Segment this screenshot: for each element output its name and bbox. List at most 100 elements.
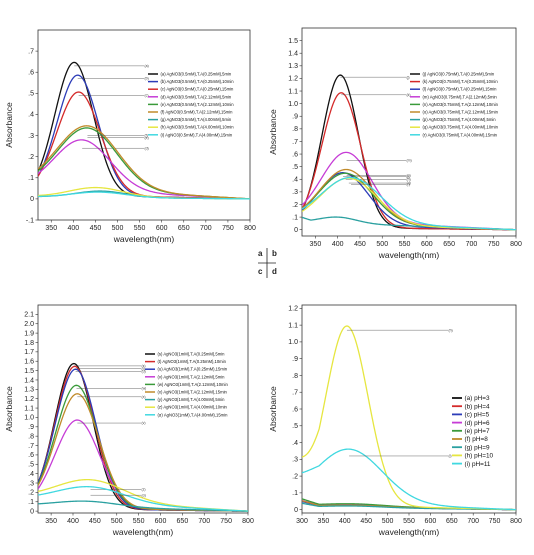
- x-tick-label: 550: [133, 518, 145, 525]
- y-tick-label: .2: [28, 490, 34, 497]
- y-tick-label: .3: [28, 480, 34, 487]
- y-tick-label: .6: [292, 151, 298, 158]
- plot-frame: [37, 29, 251, 221]
- legend-entry-label: (i) AgNO3(0.5mM),T.A(4.00mM),15min: [161, 132, 233, 137]
- figure-label-c: c: [258, 267, 263, 276]
- peak-callout-label: (x): [142, 395, 146, 399]
- legend-d: (a) pH=3(b) pH=4 (c) pH=5(d) pH=6(e) pH=7…: [452, 395, 494, 468]
- legend-entry-label: (p) AgNO3(0.75mM),T.A(4.00mM),5min: [423, 117, 497, 122]
- legend-entry-label: (d) pH=6: [465, 420, 490, 427]
- y-tick-label: .1: [292, 490, 298, 497]
- y-axis-label: Absorbance: [268, 386, 278, 432]
- legend-b: (j) AgNO3(0.75mM),T.A(0.25mM),5min (k) Ag…: [410, 72, 499, 137]
- legend-entry-label: (a) pH=3: [465, 395, 490, 402]
- legend-entry-label: (e) pH=7: [465, 428, 490, 435]
- y-tick-label: .4: [292, 440, 298, 447]
- y-tick-label: .3: [28, 133, 34, 140]
- legend-entry-label: (a) AgNO3(0.5mM),T.A(0.25mM),5min: [161, 72, 232, 77]
- legend-c: (s) AgNO3(1mM),T.A(0.25mM),5min (t) AgNO3…: [145, 352, 229, 417]
- legend-entry-label: (e) AgNO3(0.5mM),T.A(2.12mM),10min: [161, 102, 235, 107]
- y-tick-label: 1.8: [24, 340, 34, 347]
- figure-label-d: d: [272, 267, 277, 276]
- y-tick-label: .1: [28, 499, 34, 506]
- x-tick-label: 750: [220, 518, 232, 525]
- x-tick-label: 750: [489, 518, 501, 525]
- y-tick-label: 1.2: [24, 396, 34, 403]
- legend-entry-label: (g) pH=9: [465, 444, 490, 451]
- legend-entry-label: (k) AgNO3(0.75mM),T.A(0.25mM),10min: [423, 79, 499, 84]
- x-tick-label: 600: [421, 241, 433, 248]
- legend-entry-label: (h) AgNO3(0.5mM),T.A(4.00mM),10min: [161, 125, 235, 130]
- plot-frame: [301, 27, 517, 237]
- y-axis-label: Absorbance: [4, 386, 14, 432]
- legend-entry-label: (c) pH=5: [465, 412, 490, 419]
- y-tick-label: .1: [292, 214, 298, 221]
- chart-panel-b: 350 400 450 500 550 600 650 700 750 800 0 .1 .2 .3 .4.…: [268, 27, 522, 260]
- y-tick-label: .5: [292, 423, 298, 430]
- legend-entry-label: (t) AgNO3(1mM),T.A(0.25mM),10min: [158, 359, 227, 364]
- peak-callout-label: (r): [407, 182, 410, 186]
- peak-callout-label: (a): [145, 64, 149, 68]
- peak-callout-label: (k): [407, 93, 411, 97]
- y-tick-label: .5: [292, 164, 298, 171]
- x-tick-label: 800: [510, 241, 522, 248]
- peak-callout-label: (q): [407, 181, 411, 185]
- x-tick-label: 550: [399, 241, 411, 248]
- x-tick-label: 750: [488, 241, 500, 248]
- legend-entry-label: (r) AgNO3(0.75mM),T.A(4.00mM),15min: [423, 132, 498, 137]
- chart-panel-d: 300 350 400 450 500 550 600 650 700 750 800 0 .1 .2 .3…: [268, 304, 522, 537]
- legend-entry-label: (n) AgNO3(0.75mM),T.A(2.12mM),10min: [423, 102, 499, 107]
- x-tick-label: 400: [339, 518, 351, 525]
- x-tick-label: 500: [376, 241, 388, 248]
- x-tick-label: 750: [222, 225, 234, 232]
- y-tick-label: 1.5: [24, 368, 34, 375]
- y-tick-label: .3: [292, 189, 298, 196]
- y-tick-label: 1.1: [288, 88, 298, 95]
- x-tick-label: 450: [89, 518, 101, 525]
- legend-entry-label: (q) AgNO3(0.75mM),T.A(4.00mM),10min: [423, 125, 499, 130]
- legend-entry-label: (g) AgNO3(0.5mM),T.A(4.00mM),5min: [161, 117, 232, 122]
- y-tick-label: .6: [28, 70, 34, 77]
- y-tick-label: 1.3: [288, 63, 298, 70]
- x-tick-label: 500: [112, 225, 124, 232]
- peak-callout-label: (f): [145, 134, 148, 138]
- chart-panel-a: 350 400 450 500 550 600 650 700 750 800 -.1 0 .1 .2 .3…: [4, 29, 256, 244]
- x-tick-label: 650: [177, 518, 189, 525]
- figure-label-b: b: [272, 249, 277, 258]
- y-tick-label: .4: [292, 177, 298, 184]
- series-line-c-6: [38, 500, 248, 512]
- x-tick-label: 800: [510, 518, 522, 525]
- x-tick-label: 600: [425, 518, 437, 525]
- y-tick-label: 1.0: [24, 415, 34, 422]
- peak-callout-label: (w): [142, 386, 147, 390]
- y-tick-label: .2: [28, 154, 34, 161]
- peak-callout-label: (s): [142, 364, 146, 368]
- peak-callout-label: (v): [142, 421, 146, 425]
- x-tick-label: 800: [242, 518, 254, 525]
- y-tick-label: .4: [28, 471, 34, 478]
- peak-callout-label: (b): [145, 77, 149, 81]
- y-tick-label: .2: [292, 473, 298, 480]
- series-line-d-8: [302, 448, 516, 511]
- x-tick-label: 700: [198, 518, 210, 525]
- peak-callout-label: (m): [407, 158, 412, 162]
- y-tick-label: 1.6: [24, 359, 34, 366]
- legend-entry-label: (j) AgNO3(0.75mM),T.A(0.25mM),5min: [423, 72, 495, 77]
- x-tick-label: 350: [45, 518, 57, 525]
- x-tick-label: 700: [466, 241, 478, 248]
- x-tick-label: 500: [111, 518, 123, 525]
- legend-entry-label: (w) AgNO3(1mM),T.A(2.12mM),10min: [158, 382, 229, 387]
- x-tick-label: 450: [360, 518, 372, 525]
- x-axis-label: wavelength(nm): [378, 527, 440, 537]
- y-tick-label: 2.1: [24, 312, 34, 319]
- y-tick-label: .7: [28, 48, 34, 55]
- x-tick-label: 600: [155, 518, 167, 525]
- legend-entry-label: (i) pH=11: [465, 461, 491, 468]
- y-tick-label: 0: [30, 196, 34, 203]
- y-tick-label: 0: [294, 507, 298, 514]
- legend-entry-label: (d) AgNO3(0.5mM),T.A(2.12mM),5min: [161, 94, 232, 99]
- legend-entry-label: (f) AgNO3(0.5mM),T.A(2.12mM),15min: [161, 110, 234, 115]
- peak-callout-label: (o): [407, 174, 411, 178]
- x-tick-label: 550: [403, 518, 415, 525]
